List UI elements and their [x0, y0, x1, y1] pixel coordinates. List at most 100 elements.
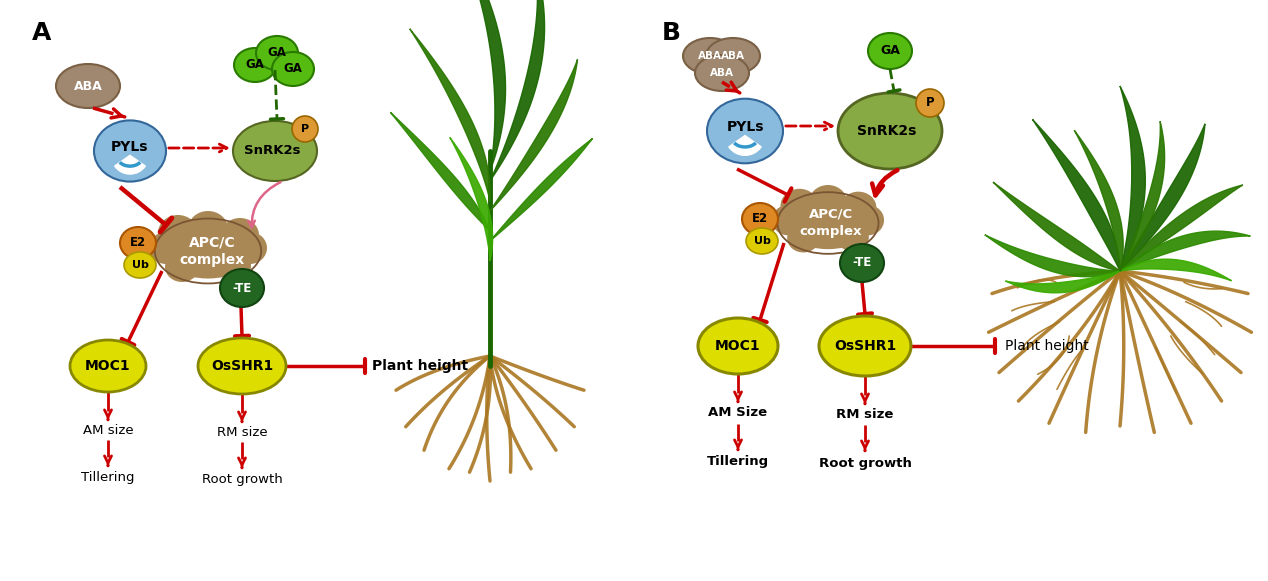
- Text: Tillering: Tillering: [81, 472, 134, 485]
- Ellipse shape: [188, 211, 228, 247]
- Polygon shape: [993, 182, 1120, 271]
- Text: OsSHR1: OsSHR1: [210, 359, 273, 373]
- Ellipse shape: [217, 251, 251, 281]
- Polygon shape: [391, 112, 489, 231]
- Polygon shape: [1006, 271, 1120, 293]
- Ellipse shape: [273, 52, 314, 86]
- Text: P: P: [301, 124, 309, 134]
- Text: RM size: RM size: [837, 408, 894, 421]
- Ellipse shape: [782, 197, 874, 249]
- Text: E2: E2: [752, 213, 768, 225]
- Text: PYLs: PYLs: [727, 120, 763, 134]
- Text: A: A: [32, 21, 52, 45]
- Ellipse shape: [165, 252, 199, 282]
- Text: ABA: ABA: [721, 51, 746, 61]
- Polygon shape: [1120, 124, 1205, 271]
- Text: B: B: [662, 21, 681, 45]
- Ellipse shape: [221, 269, 264, 307]
- Text: Root growth: Root growth: [202, 474, 283, 486]
- Ellipse shape: [292, 116, 318, 142]
- Ellipse shape: [841, 192, 876, 224]
- Text: APC/C: APC/C: [809, 207, 853, 221]
- Text: SnRK2s: SnRK2s: [857, 124, 917, 138]
- Text: Plant height: Plant height: [1006, 339, 1089, 353]
- Text: complex: complex: [800, 225, 862, 238]
- Text: Tillering: Tillering: [708, 456, 770, 468]
- Polygon shape: [1120, 86, 1145, 271]
- Ellipse shape: [839, 244, 884, 282]
- Text: AM size: AM size: [82, 424, 133, 436]
- Ellipse shape: [198, 338, 287, 394]
- Text: MOC1: MOC1: [85, 359, 131, 373]
- Text: -TE: -TE: [852, 256, 871, 270]
- Polygon shape: [1120, 185, 1243, 271]
- Polygon shape: [1120, 121, 1164, 271]
- Ellipse shape: [94, 120, 166, 182]
- Text: OsSHR1: OsSHR1: [834, 339, 896, 353]
- Ellipse shape: [221, 218, 259, 252]
- Ellipse shape: [697, 318, 779, 374]
- Ellipse shape: [708, 99, 784, 163]
- Text: ABA: ABA: [710, 68, 734, 78]
- Ellipse shape: [233, 121, 317, 181]
- Text: GA: GA: [268, 46, 287, 59]
- Text: GA: GA: [880, 45, 900, 58]
- Ellipse shape: [781, 189, 819, 223]
- Ellipse shape: [683, 38, 737, 74]
- Ellipse shape: [235, 48, 276, 82]
- Ellipse shape: [56, 64, 120, 108]
- Wedge shape: [729, 135, 761, 155]
- Ellipse shape: [158, 215, 198, 251]
- Polygon shape: [1074, 130, 1123, 271]
- Text: MOC1: MOC1: [715, 339, 761, 353]
- Text: PYLs: PYLs: [112, 140, 148, 154]
- Text: complex: complex: [179, 253, 245, 267]
- Ellipse shape: [233, 232, 268, 264]
- Wedge shape: [114, 155, 146, 174]
- Ellipse shape: [256, 36, 298, 70]
- Ellipse shape: [161, 224, 255, 278]
- Text: ABA: ABA: [697, 51, 721, 61]
- Polygon shape: [450, 137, 493, 261]
- Polygon shape: [489, 138, 592, 241]
- Ellipse shape: [809, 185, 847, 219]
- Polygon shape: [489, 0, 544, 181]
- Text: Ub: Ub: [132, 260, 148, 270]
- Text: ABA: ABA: [74, 80, 103, 92]
- Text: GA: GA: [284, 63, 303, 76]
- Polygon shape: [489, 59, 577, 211]
- Ellipse shape: [124, 252, 156, 278]
- Polygon shape: [985, 235, 1120, 277]
- Ellipse shape: [819, 316, 910, 376]
- Ellipse shape: [837, 223, 869, 252]
- Ellipse shape: [70, 340, 146, 392]
- Text: -TE: -TE: [232, 282, 251, 295]
- Polygon shape: [1120, 259, 1231, 281]
- Ellipse shape: [695, 55, 749, 91]
- Ellipse shape: [852, 205, 884, 235]
- Polygon shape: [1032, 120, 1120, 271]
- Ellipse shape: [746, 228, 779, 254]
- Ellipse shape: [120, 227, 156, 259]
- Ellipse shape: [915, 89, 943, 117]
- Ellipse shape: [838, 93, 942, 169]
- Ellipse shape: [150, 232, 183, 264]
- Text: APC/C: APC/C: [189, 235, 236, 249]
- Text: Plant height: Plant height: [372, 359, 468, 373]
- Ellipse shape: [742, 203, 779, 235]
- Ellipse shape: [787, 224, 819, 253]
- Text: RM size: RM size: [217, 425, 268, 439]
- Text: SnRK2s: SnRK2s: [243, 145, 301, 157]
- Text: P: P: [926, 96, 935, 109]
- Ellipse shape: [706, 38, 760, 74]
- Text: GA: GA: [246, 59, 265, 71]
- Ellipse shape: [869, 33, 912, 69]
- Text: E2: E2: [129, 236, 146, 249]
- Polygon shape: [456, 0, 506, 171]
- Polygon shape: [410, 29, 491, 201]
- Ellipse shape: [772, 205, 804, 235]
- Text: AM Size: AM Size: [709, 407, 767, 419]
- Text: Ub: Ub: [753, 236, 771, 246]
- Text: Root growth: Root growth: [819, 457, 912, 469]
- Polygon shape: [1120, 231, 1250, 271]
